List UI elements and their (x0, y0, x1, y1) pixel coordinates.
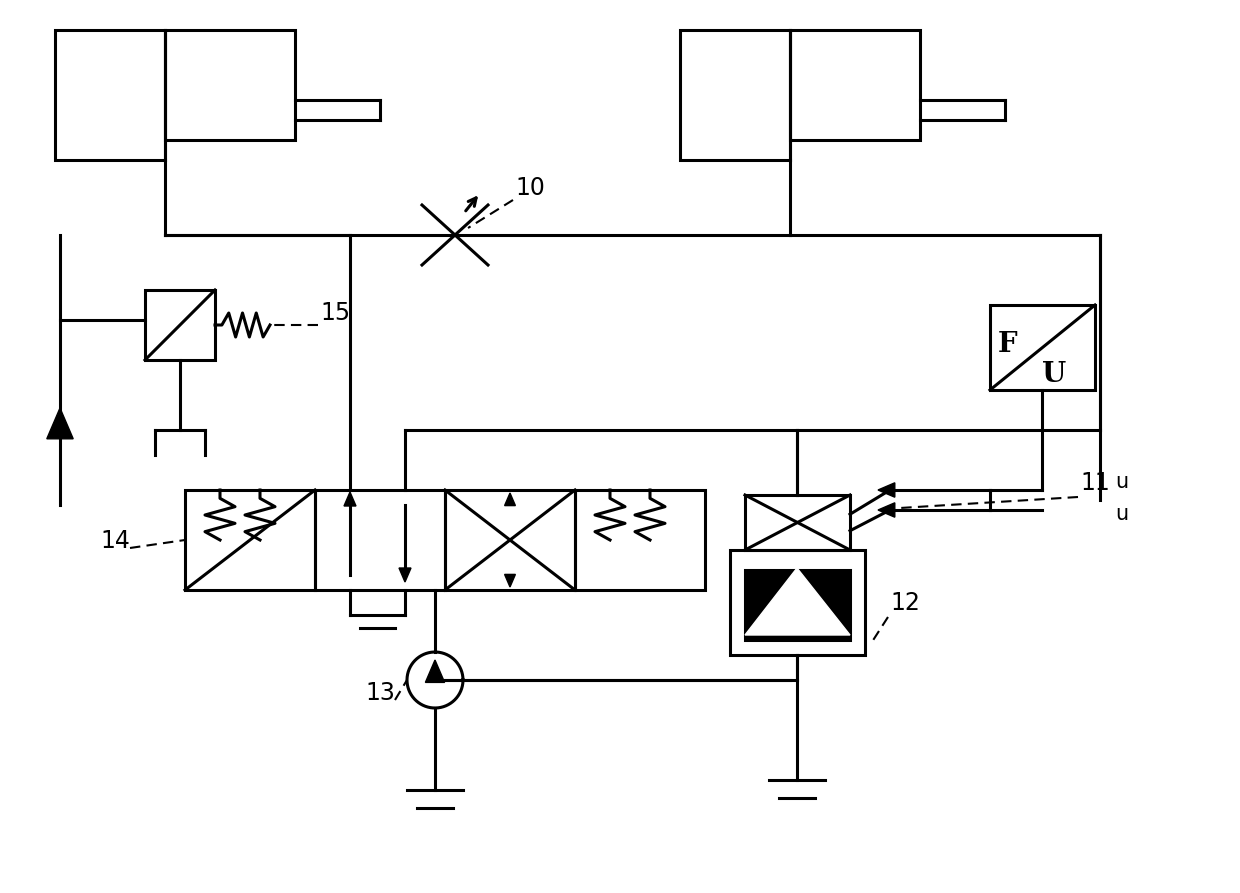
Bar (575, 490, 706, 590)
Text: 11: 11 (1080, 471, 1110, 495)
Text: 13: 13 (365, 681, 394, 705)
Bar (790, 30, 920, 140)
Polygon shape (505, 493, 516, 505)
Polygon shape (878, 483, 895, 497)
Bar (745, 570, 849, 640)
Text: U: U (1042, 361, 1066, 388)
Polygon shape (47, 408, 73, 438)
Bar (730, 550, 866, 655)
Bar (165, 30, 295, 140)
Text: F: F (998, 331, 1018, 358)
Polygon shape (399, 568, 410, 582)
Bar (315, 490, 445, 590)
Polygon shape (425, 660, 445, 682)
Bar (445, 490, 575, 590)
Text: u: u (1115, 472, 1128, 492)
Text: 15: 15 (320, 301, 350, 325)
Text: 14: 14 (100, 529, 130, 553)
Text: 12: 12 (890, 591, 920, 615)
Text: 10: 10 (515, 176, 544, 200)
Bar (990, 305, 1095, 390)
Polygon shape (878, 503, 895, 517)
Bar (745, 495, 849, 550)
Bar (680, 30, 790, 160)
Bar (55, 30, 165, 160)
Bar (185, 490, 315, 590)
Polygon shape (343, 492, 356, 506)
Text: u: u (1115, 504, 1128, 524)
Polygon shape (745, 568, 849, 635)
Bar (145, 290, 215, 360)
Polygon shape (505, 574, 516, 587)
